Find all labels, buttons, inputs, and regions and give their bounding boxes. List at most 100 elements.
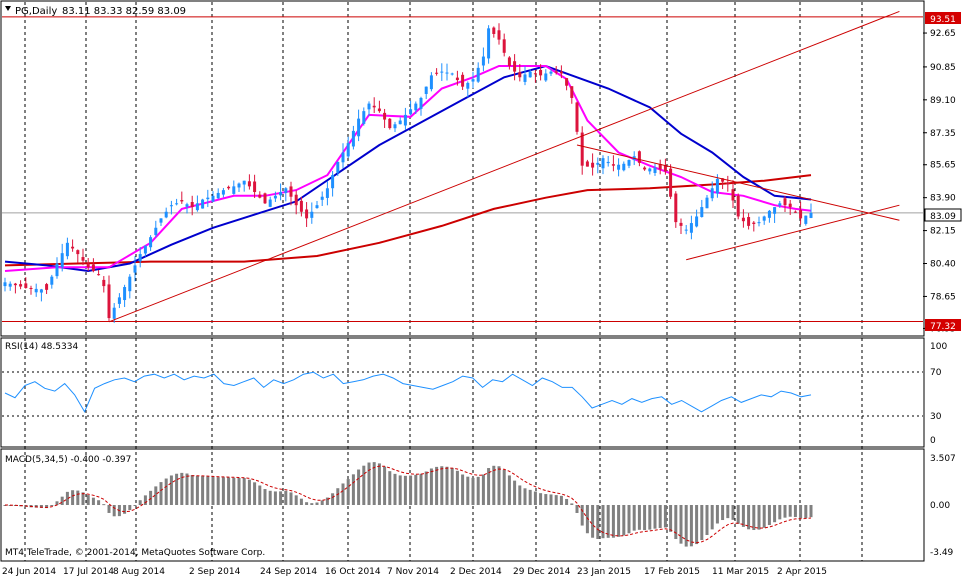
macd-bar	[481, 474, 485, 505]
macd-bar	[617, 505, 621, 537]
macd-bar	[325, 497, 329, 505]
price-tick-label: 90.85	[930, 63, 956, 73]
candle-body	[279, 192, 283, 196]
macd-bar	[315, 502, 319, 505]
macd-bar	[175, 473, 179, 505]
candle-body	[71, 246, 75, 249]
macd-bar	[258, 485, 262, 505]
macd-bar	[721, 505, 725, 521]
macd-bar	[731, 505, 735, 520]
rsi-tick-label: 100	[930, 342, 947, 352]
macd-bar	[289, 492, 293, 505]
candle-body	[414, 103, 418, 111]
trendline	[108, 10, 900, 323]
macd-bar	[502, 469, 506, 505]
candle-body	[507, 57, 511, 66]
macd-bar	[367, 462, 371, 505]
macd-bar	[565, 498, 569, 505]
macd-bar	[695, 505, 699, 545]
candle-body	[76, 250, 80, 255]
date-tick-label: 24 Sep 2014	[260, 567, 317, 577]
macd-bar	[528, 489, 532, 505]
candle-body	[539, 69, 543, 76]
macd-bar	[700, 505, 704, 541]
macd-bar	[377, 463, 381, 505]
macd-bar	[195, 475, 199, 505]
macd-bar	[310, 503, 314, 505]
macd-bar	[388, 471, 392, 505]
candle-body	[741, 217, 745, 222]
rsi-tick-label: 30	[930, 412, 942, 422]
candle-body	[487, 28, 491, 59]
rsi-panel-frame	[0, 337, 925, 448]
candle-body	[65, 242, 69, 257]
macd-bar	[554, 495, 558, 505]
macd-bar	[65, 491, 69, 505]
macd-bar	[549, 494, 553, 505]
macd-bar	[253, 482, 257, 505]
candle-body	[367, 103, 371, 110]
macd-bar	[799, 505, 803, 519]
macd-bar	[91, 497, 95, 505]
candle-body	[705, 197, 709, 209]
candle-body	[528, 71, 532, 78]
macd-bar	[648, 505, 652, 530]
price-tick-label: 92.65	[930, 29, 956, 39]
price-panel-frame	[0, 0, 925, 337]
candle-body	[492, 27, 496, 34]
candle-body	[637, 151, 641, 163]
date-tick-label: 17 Jul 2014	[63, 567, 114, 577]
macd-bar	[232, 477, 236, 505]
macd-bar	[492, 465, 496, 505]
rsi-series-line	[4, 371, 812, 413]
candle-body	[263, 193, 267, 204]
macd-bar	[216, 477, 220, 505]
candle-body	[455, 77, 459, 81]
macd-bar	[783, 505, 787, 518]
macd-tick-label: 3.507	[930, 454, 956, 464]
candle-body	[299, 200, 303, 212]
macd-bar	[180, 472, 184, 505]
macd-bar	[627, 505, 631, 534]
date-tick-label: 8 Aug 2014	[113, 567, 165, 577]
trendlines[interactable]	[108, 10, 900, 323]
macd-bar	[471, 477, 475, 505]
macd-bar	[544, 494, 548, 505]
macd-bar	[138, 500, 142, 505]
triangle-down-icon[interactable]	[5, 6, 11, 11]
macd-bar	[674, 505, 678, 540]
macd-bar	[372, 462, 376, 505]
macd-bar	[637, 505, 641, 530]
candle-body	[809, 212, 813, 218]
candle-body	[804, 215, 808, 224]
macd-bar	[466, 476, 470, 505]
macd-bar	[294, 495, 298, 505]
macd-bar	[50, 505, 54, 506]
macd-bar	[237, 477, 241, 505]
candle-body	[554, 71, 558, 73]
candle-body	[242, 180, 246, 185]
candle-body	[731, 189, 735, 201]
candle-body	[715, 178, 719, 194]
current-price-value: 83.09	[930, 212, 956, 222]
macd-bar	[336, 488, 340, 505]
candle-body	[60, 253, 64, 268]
candle-body	[211, 195, 215, 202]
candle-body	[575, 102, 579, 132]
candle-body	[24, 283, 28, 288]
macd-bar	[351, 474, 355, 505]
candle-body	[346, 143, 350, 157]
macd-bar	[398, 475, 402, 505]
candle-body	[648, 168, 652, 172]
macd-bar	[403, 475, 407, 505]
candle-body	[663, 165, 667, 172]
candle-body	[206, 197, 210, 200]
candle-body	[227, 186, 231, 189]
price-tick-label: 83.90	[930, 194, 956, 204]
candle-body	[289, 186, 293, 197]
low-level-badge	[925, 319, 961, 331]
macd-bar	[190, 475, 194, 505]
macd-bar	[263, 489, 267, 505]
